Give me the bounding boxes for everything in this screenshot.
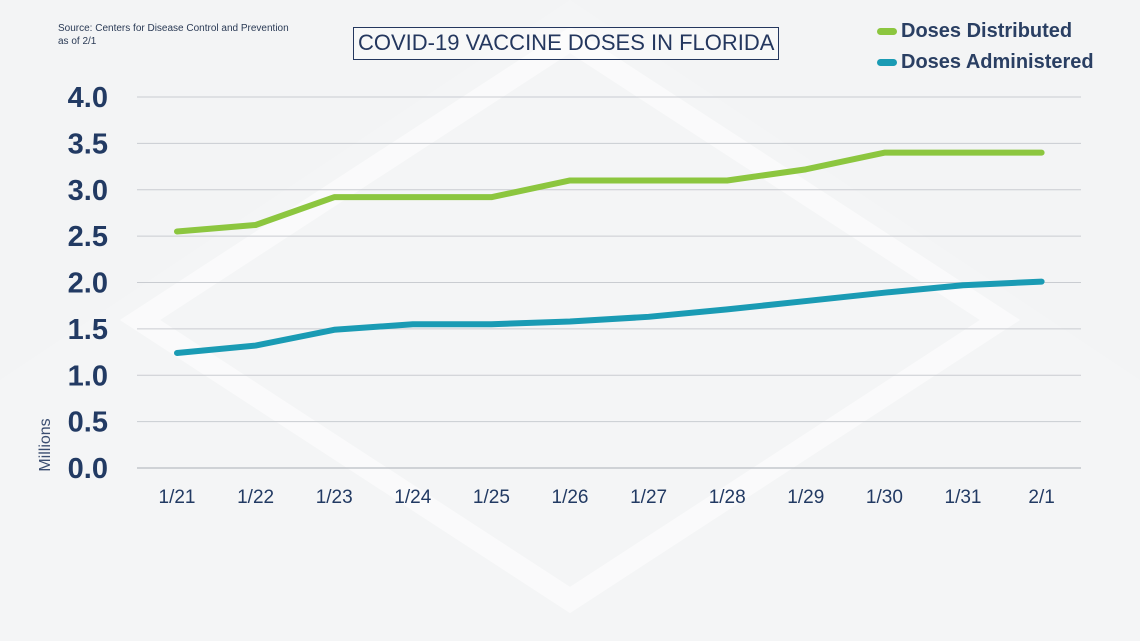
- legend-label-distributed: Doses Distributed: [901, 20, 1073, 42]
- background-diamond: [119, 26, 1021, 614]
- x-tick-label: 1/30: [866, 487, 903, 508]
- x-tick-label: 2/1: [1028, 487, 1054, 508]
- y-axis-ticks: 0.0 0.5 1.0 1.5 2.0 2.5 3.0 3.5 4.0: [68, 82, 108, 485]
- x-tick-label: 1/31: [945, 487, 982, 508]
- legend-label-administered: Doses Administered: [901, 51, 1094, 73]
- x-tick-label: 1/21: [159, 487, 196, 508]
- y-tick-label: 2.0: [68, 268, 108, 300]
- y-tick-label: 0.0: [68, 453, 108, 485]
- legend-item-administered: Doses Administered: [877, 47, 1094, 78]
- x-axis-ticks: 1/21 1/22 1/23 1/24 1/25 1/26 1/27 1/28 1/29 1/30…: [159, 487, 1055, 508]
- x-tick-label: 1/27: [630, 487, 667, 508]
- x-tick-label: 1/23: [316, 487, 353, 508]
- source-line: Source: Centers for Disease Control and …: [58, 23, 289, 34]
- y-tick-label: 2.5: [68, 221, 108, 253]
- legend-swatch-administered: [877, 59, 897, 66]
- y-tick-label: 3.5: [68, 128, 108, 160]
- chart-title: COVID-19 VACCINE DOSES IN FLORIDA: [358, 30, 775, 55]
- source-note: Source: Centers for Disease Control and …: [58, 22, 289, 48]
- legend-swatch-distributed: [877, 28, 897, 35]
- chart-title-box: COVID-19 VACCINE DOSES IN FLORIDA: [353, 27, 780, 60]
- y-tick-label: 1.5: [68, 314, 108, 346]
- series-line-administered: [174, 278, 1045, 356]
- x-tick-label: 1/28: [709, 487, 746, 508]
- chart-series: [174, 149, 1045, 356]
- as-of-date: as of 2/1: [58, 36, 97, 47]
- x-tick-label: 1/22: [237, 487, 274, 508]
- y-tick-label: 3.0: [68, 175, 108, 207]
- chart-legend: Doses Distributed Doses Administered: [877, 16, 1094, 78]
- x-tick-label: 1/25: [473, 487, 510, 508]
- x-tick-label: 1/29: [787, 487, 824, 508]
- x-tick-label: 1/26: [552, 487, 589, 508]
- legend-item-distributed: Doses Distributed: [877, 16, 1094, 47]
- y-tick-label: 1.0: [68, 360, 108, 392]
- y-tick-label: 0.5: [68, 407, 108, 439]
- series-line-distributed: [174, 149, 1045, 235]
- chart-gridlines: [137, 96, 1081, 423]
- x-tick-label: 1/24: [394, 487, 431, 508]
- y-tick-label: 4.0: [68, 82, 108, 114]
- y-axis-label: Millions: [37, 418, 54, 471]
